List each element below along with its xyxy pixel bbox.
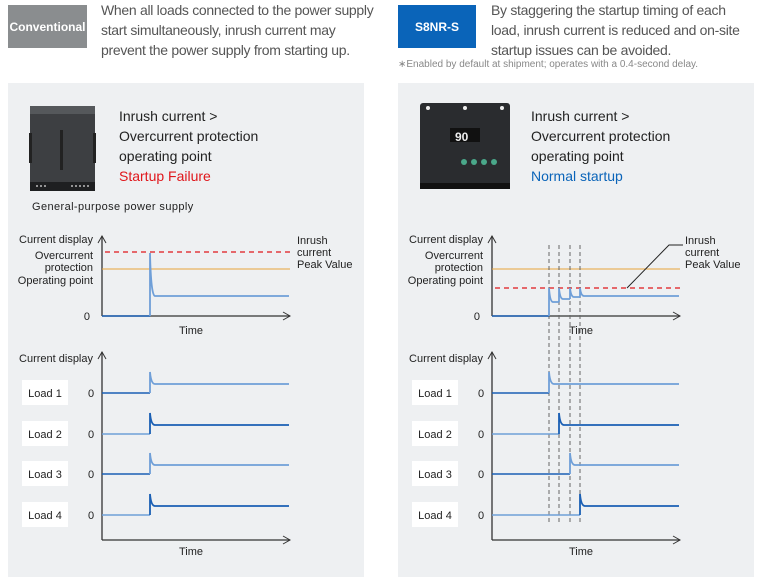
s8nr-load-trace-1 bbox=[548, 371, 679, 393]
conv-load-label-3: Load 3 bbox=[28, 469, 62, 481]
conv-load-label-4: Load 4 bbox=[28, 510, 62, 522]
s8nr-load-trace-3 bbox=[569, 452, 679, 474]
conv-load-label-1: Load 1 bbox=[28, 388, 62, 400]
conv-heading-3: operating point bbox=[119, 148, 212, 164]
conv-zero-label: 0 bbox=[84, 311, 90, 323]
general-purpose-power-supply-image bbox=[29, 106, 96, 191]
conv-load-label-2: Load 2 bbox=[28, 429, 62, 441]
s8nr-heading-3: operating point bbox=[531, 148, 624, 164]
conv-total-trace bbox=[149, 252, 289, 316]
s8nr-device-image: 90 bbox=[420, 103, 510, 189]
s8nr-total-y-arrow-icon bbox=[487, 234, 497, 244]
conv-load-trace-3 bbox=[149, 452, 289, 474]
conv-total-y-arrow-icon bbox=[97, 234, 107, 244]
conv-load-label-box-4 bbox=[22, 502, 68, 527]
s8nr-heading-2: Overcurrent protection bbox=[531, 128, 670, 144]
shipment-note: ∗Enabled by default at shipment; operate… bbox=[398, 59, 699, 70]
s8nr-load-trace-4 bbox=[579, 493, 679, 515]
desc-line: When all loads connected to the power su… bbox=[101, 2, 374, 18]
conv-ocp-label: protection bbox=[45, 262, 93, 274]
s8nr-load-zero-1: 0 bbox=[478, 388, 484, 400]
s8nr-y-label: Current display bbox=[409, 234, 483, 246]
s8nr-time-label: Time bbox=[569, 325, 593, 337]
s8nr-load-label-4: Load 4 bbox=[418, 510, 452, 522]
conv-time-label: Time bbox=[179, 325, 203, 337]
s8nr-description: By staggering the startup timing of each… bbox=[491, 0, 740, 60]
conv-y-label: Current display bbox=[19, 234, 93, 246]
s8nr-loads-y-label: Current display bbox=[409, 353, 483, 365]
s8nr-tag: S8NR-S bbox=[398, 5, 476, 48]
s8nr-loads-y-arrow-icon bbox=[487, 350, 497, 360]
s8nr-load-zero-3: 0 bbox=[478, 469, 484, 481]
s8nr-zero-label: 0 bbox=[474, 311, 480, 323]
conv-ocp-label: Overcurrent bbox=[35, 250, 93, 262]
s8nr-heading-1: Inrush current > bbox=[531, 108, 629, 124]
s8nr-load-trace-2 bbox=[558, 412, 679, 434]
conv-load-label-box-3 bbox=[22, 461, 68, 486]
s8nr-inrush-label: Inrush bbox=[685, 235, 716, 247]
s8nr-inrush-label: Peak Value bbox=[685, 259, 740, 271]
s8nr-total-trace-step-4 bbox=[579, 287, 679, 297]
device-caption: General-purpose power supply bbox=[32, 201, 194, 213]
conv-loads-x-arrow-icon bbox=[282, 535, 292, 545]
conv-load-trace-4 bbox=[149, 493, 289, 515]
conv-load-trace-1 bbox=[149, 371, 289, 393]
s8nr-total-trace-step-2 bbox=[558, 287, 570, 302]
conventional-tag: Conventional bbox=[8, 5, 87, 48]
s8nr-result: Normal startup bbox=[531, 168, 623, 184]
s8nr-inrush-label: current bbox=[685, 247, 719, 259]
s8nr-ocp-label: Overcurrent bbox=[425, 250, 483, 262]
conv-load-label-box-2 bbox=[22, 421, 68, 446]
s8nr-load-label-box-2 bbox=[412, 421, 458, 446]
s8nr-total-trace-step-1 bbox=[548, 287, 559, 316]
s8nr-load-label-box-1 bbox=[412, 380, 458, 405]
s8nr-loads-time-label: Time bbox=[569, 546, 593, 558]
conventional-description: When all loads connected to the power su… bbox=[101, 0, 374, 60]
desc-line: startup issues can be avoided. bbox=[491, 42, 672, 58]
desc-line: start simultaneously, inrush current may bbox=[101, 22, 336, 38]
conv-inrush-label: Peak Value bbox=[297, 259, 352, 271]
s8nr-inrush-leader-line bbox=[626, 244, 683, 289]
device-display: 90 bbox=[455, 130, 469, 144]
s8nr-loads-x-arrow-icon bbox=[672, 535, 682, 545]
conv-load-zero-2: 0 bbox=[88, 429, 94, 441]
desc-line: By staggering the startup timing of each bbox=[491, 2, 726, 18]
conv-ocp-label: Operating point bbox=[18, 275, 93, 287]
conv-load-label-box-1 bbox=[22, 380, 68, 405]
s8nr-ocp-label: protection bbox=[435, 262, 483, 274]
conv-result: Startup Failure bbox=[119, 168, 211, 184]
s8nr-total-trace-step-3 bbox=[569, 287, 580, 299]
conv-inrush-label: current bbox=[297, 247, 331, 259]
conv-loads-y-arrow-icon bbox=[97, 350, 107, 360]
s8nr-load-zero-2: 0 bbox=[478, 429, 484, 441]
s8nr-load-label-2: Load 2 bbox=[418, 429, 452, 441]
conv-load-trace-2 bbox=[149, 412, 289, 434]
s8nr-ocp-label: Operating point bbox=[408, 275, 483, 287]
conv-total-x-arrow-icon bbox=[282, 311, 292, 321]
desc-line: prevent the power supply from starting u… bbox=[101, 42, 350, 58]
s8nr-load-label-3: Load 3 bbox=[418, 469, 452, 481]
conv-inrush-label: Inrush bbox=[297, 235, 328, 247]
s8nr-load-zero-4: 0 bbox=[478, 510, 484, 522]
s8nr-total-x-arrow-icon bbox=[672, 311, 682, 321]
conv-loads-time-label: Time bbox=[179, 546, 203, 558]
conv-heading-2: Overcurrent protection bbox=[119, 128, 258, 144]
conv-heading-1: Inrush current > bbox=[119, 108, 217, 124]
conv-load-zero-3: 0 bbox=[88, 469, 94, 481]
s8nr-load-label-1: Load 1 bbox=[418, 388, 452, 400]
s8nr-load-label-box-4 bbox=[412, 502, 458, 527]
s8nr-load-label-box-3 bbox=[412, 461, 458, 486]
desc-line: load, inrush current is reduced and on-s… bbox=[491, 22, 740, 38]
conv-load-zero-4: 0 bbox=[88, 510, 94, 522]
conv-loads-y-label: Current display bbox=[19, 353, 93, 365]
conv-load-zero-1: 0 bbox=[88, 388, 94, 400]
